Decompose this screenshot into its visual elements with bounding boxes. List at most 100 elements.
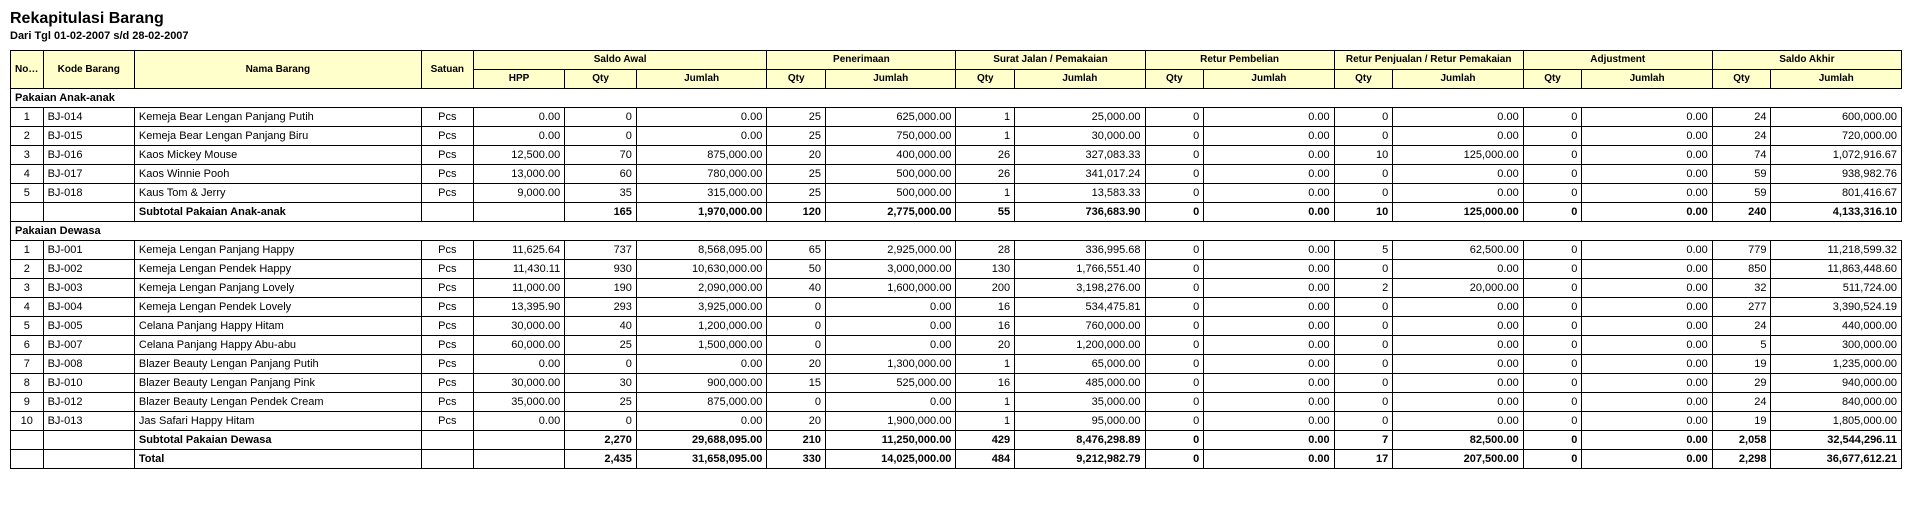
total-ad_j: 0.00 [1582,450,1712,469]
cell-rb_q: 0 [1145,336,1204,355]
table-row: 7BJ-008Blazer Beauty Lengan Panjang Puti… [11,355,1902,374]
cell-sat: Pcs [421,317,473,336]
cell-ad_q: 0 [1523,260,1582,279]
cell-rp_q: 0 [1334,355,1393,374]
cell-rb_j: 0.00 [1204,146,1334,165]
cell-pn_j: 1,600,000.00 [826,279,956,298]
cell-sa_j: 0.00 [636,355,766,374]
cell-ak_q: 32 [1712,279,1771,298]
cell-nama: Kaos Winnie Pooh [134,165,421,184]
cell-ak_j: 11,218,599.32 [1771,241,1902,260]
table-row: 6BJ-007Celana Panjang Happy Abu-abuPcs60… [11,336,1902,355]
cell-no: 5 [11,184,44,203]
cell-rp_j: 0.00 [1393,374,1523,393]
cell-hpp: 11,000.00 [473,279,564,298]
cell-rp_q: 5 [1334,241,1393,260]
cell-rp_j: 0.00 [1393,260,1523,279]
total-sa_j: 31,658,095.00 [636,450,766,469]
cell-ad_j: 0.00 [1582,412,1712,431]
hdr-jumlah: Jumlah [1582,70,1712,89]
cell-ad_j: 0.00 [1582,298,1712,317]
cell-pn_j: 400,000.00 [826,146,956,165]
hdr-qty: Qty [1712,70,1771,89]
cell-nama: Jas Safari Happy Hitam [134,412,421,431]
hdr-adjustment: Adjustment [1523,51,1712,70]
subtotal-ad_q: 0 [1523,203,1582,222]
cell-pn_q: 15 [767,374,826,393]
cell-rb_j: 0.00 [1204,393,1334,412]
cell-rb_q: 0 [1145,374,1204,393]
cell-rp_j: 0.00 [1393,165,1523,184]
subtotal-pn_q: 210 [767,431,826,450]
total-sa_q: 2,435 [565,450,637,469]
subtotal-rp_j: 125,000.00 [1393,203,1523,222]
cell-ak_q: 74 [1712,146,1771,165]
cell-ad_q: 0 [1523,374,1582,393]
cell-hpp: 0.00 [473,108,564,127]
cell-ad_q: 0 [1523,279,1582,298]
cell-rp_q: 0 [1334,412,1393,431]
cell-nama: Kemeja Lengan Panjang Lovely [134,279,421,298]
cell-empty [43,431,134,450]
cell-rb_q: 0 [1145,317,1204,336]
cell-ak_j: 440,000.00 [1771,317,1902,336]
cell-sj_j: 95,000.00 [1015,412,1145,431]
cell-ak_j: 1,805,000.00 [1771,412,1902,431]
cell-sa_q: 70 [565,146,637,165]
group-header: Pakaian Dewasa [11,222,1902,241]
cell-hpp: 30,000.00 [473,317,564,336]
cell-hpp: 0.00 [473,127,564,146]
cell-sj_j: 3,198,276.00 [1015,279,1145,298]
subtotal-ad_q: 0 [1523,431,1582,450]
cell-sat: Pcs [421,184,473,203]
table-row: 5BJ-005Celana Panjang Happy HitamPcs30,0… [11,317,1902,336]
cell-rp_j: 0.00 [1393,355,1523,374]
cell-sj_q: 16 [956,374,1015,393]
cell-rb_q: 0 [1145,127,1204,146]
cell-pn_q: 0 [767,298,826,317]
cell-kode: BJ-004 [43,298,134,317]
cell-sj_j: 534,475.81 [1015,298,1145,317]
cell-rp_j: 0.00 [1393,127,1523,146]
total-ak_q: 2,298 [1712,450,1771,469]
cell-pn_j: 500,000.00 [826,184,956,203]
cell-sa_q: 40 [565,317,637,336]
table-row: 1BJ-014Kemeja Bear Lengan Panjang PutihP… [11,108,1902,127]
cell-pn_j: 0.00 [826,393,956,412]
cell-sa_j: 8,568,095.00 [636,241,766,260]
cell-sa_j: 2,090,000.00 [636,279,766,298]
cell-no: 2 [11,127,44,146]
subtotal-sa_j: 1,970,000.00 [636,203,766,222]
cell-sa_q: 0 [565,355,637,374]
cell-rp_q: 0 [1334,393,1393,412]
cell-sj_j: 760,000.00 [1015,317,1145,336]
subtotal-sa_q: 165 [565,203,637,222]
hdr-qty: Qty [565,70,637,89]
cell-rb_j: 0.00 [1204,336,1334,355]
hdr-qty: Qty [956,70,1015,89]
table-row: 10BJ-013Jas Safari Happy HitamPcs0.0000.… [11,412,1902,431]
cell-rp_q: 0 [1334,127,1393,146]
cell-sa_j: 10,630,000.00 [636,260,766,279]
cell-sj_q: 16 [956,317,1015,336]
cell-no: 8 [11,374,44,393]
cell-no: 1 [11,241,44,260]
cell-rb_j: 0.00 [1204,317,1334,336]
cell-sa_j: 1,200,000.00 [636,317,766,336]
cell-sat: Pcs [421,127,473,146]
cell-ad_q: 0 [1523,355,1582,374]
cell-ad_j: 0.00 [1582,374,1712,393]
cell-sj_q: 20 [956,336,1015,355]
cell-sj_j: 1,766,551.40 [1015,260,1145,279]
cell-rp_j: 0.00 [1393,393,1523,412]
cell-empty [421,450,473,469]
total-rp_q: 17 [1334,450,1393,469]
cell-sj_j: 327,083.33 [1015,146,1145,165]
total-sj_j: 9,212,982.79 [1015,450,1145,469]
cell-ak_q: 779 [1712,241,1771,260]
cell-rb_j: 0.00 [1204,127,1334,146]
cell-hpp: 13,395.90 [473,298,564,317]
cell-sa_j: 0.00 [636,412,766,431]
cell-hpp: 60,000.00 [473,336,564,355]
cell-sa_q: 0 [565,127,637,146]
